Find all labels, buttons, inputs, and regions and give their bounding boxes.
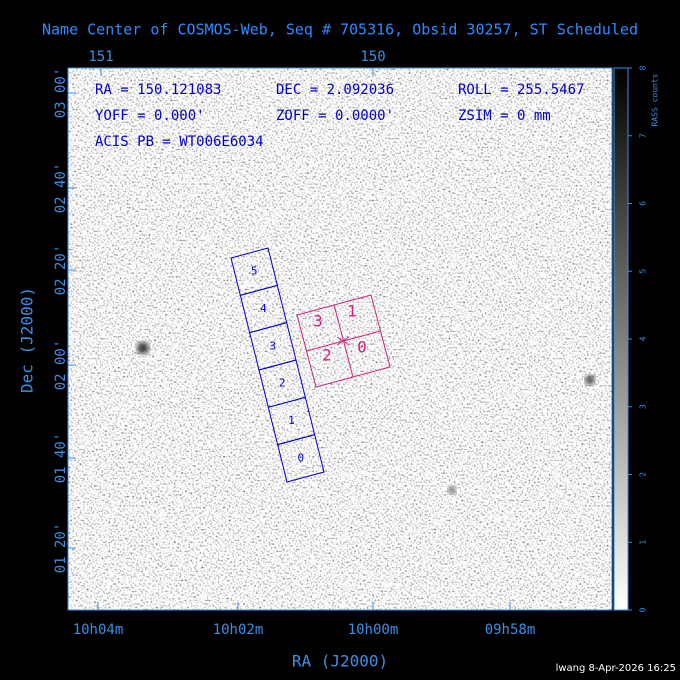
info-text: ACIS PB = WT006E6034 bbox=[95, 134, 264, 150]
x-axis-title: RA (J2000) bbox=[292, 652, 388, 671]
acis-i-outline bbox=[296, 294, 391, 388]
acis-i: 3 1 2 0 bbox=[296, 294, 391, 388]
acis-s-chip-label: 1 bbox=[288, 414, 295, 427]
colorbar-tick-label: 5 bbox=[639, 269, 648, 274]
top-tick-label: 150 bbox=[360, 49, 385, 65]
left-tick-label: 01 40' bbox=[53, 433, 69, 484]
info-text: RA = 150.121083 bbox=[95, 82, 221, 98]
left-tick-label: 02 20' bbox=[53, 245, 69, 296]
colorbar-tick-label: 0 bbox=[639, 607, 648, 612]
info-text: DEC = 2.092036 bbox=[276, 82, 394, 98]
acis-i-chip-label: 2 bbox=[322, 346, 332, 365]
acis-i-chip-label: 3 bbox=[313, 312, 323, 331]
acis-s-chip-label: 4 bbox=[260, 302, 267, 315]
acis-i-chip-label: 0 bbox=[357, 338, 367, 357]
colorbar-tick-label: 4 bbox=[639, 336, 648, 341]
left-tick-label: 01 20' bbox=[53, 523, 69, 574]
colorbar-title: RASS counts bbox=[651, 73, 660, 126]
info-text: ZSIM = 0 mm bbox=[458, 108, 551, 124]
bottom-tick-label: 10h00m bbox=[348, 622, 399, 638]
colorbar-tick-label: 6 bbox=[639, 201, 648, 206]
acis-s-chip-label: 0 bbox=[298, 451, 305, 464]
colorbar-tick-label: 8 bbox=[639, 65, 648, 70]
left-tick-label: 03 00' bbox=[53, 68, 69, 119]
left-tick-label: 02 00' bbox=[53, 340, 69, 391]
frame bbox=[67, 67, 613, 611]
colorbar-tick-label: 2 bbox=[639, 472, 648, 477]
colorbar-tick-label: 3 bbox=[639, 404, 648, 409]
title: Name Center of COSMOS-Web, Seq # 705316,… bbox=[42, 21, 638, 39]
acis-s-chip bbox=[277, 434, 325, 483]
footer: lwang 8-Apr-2026 16:25 bbox=[556, 663, 676, 674]
acis-i-chip-label: 1 bbox=[347, 302, 357, 321]
acis-s-chip-label: 2 bbox=[279, 377, 286, 390]
bottom-tick-label: 09h58m bbox=[485, 622, 536, 638]
acis-s-chip-label: 3 bbox=[270, 339, 277, 352]
bottom-tick-label: 10h04m bbox=[73, 622, 124, 638]
info-text: YOFF = 0.000' bbox=[95, 108, 205, 124]
top-tick-label: 151 bbox=[88, 49, 113, 65]
y-axis-title: Dec (J2000) bbox=[18, 287, 37, 393]
acis-s-chip-label: 5 bbox=[251, 265, 258, 278]
info-text: ROLL = 255.5467 bbox=[458, 82, 584, 98]
source bbox=[585, 375, 595, 385]
source bbox=[448, 486, 456, 494]
bottom-tick-label: 10h02m bbox=[213, 622, 264, 638]
info-text: ZOFF = 0.0000' bbox=[276, 108, 394, 124]
acis-s: 5 4 3 2 1 0 bbox=[230, 247, 325, 483]
colorbar bbox=[613, 67, 629, 611]
source bbox=[137, 342, 149, 354]
colorbar-tick-label: 1 bbox=[639, 540, 648, 545]
colorbar-tick-label: 7 bbox=[639, 133, 648, 138]
aimpoint bbox=[336, 336, 350, 346]
left-tick-label: 02 40' bbox=[53, 163, 69, 214]
